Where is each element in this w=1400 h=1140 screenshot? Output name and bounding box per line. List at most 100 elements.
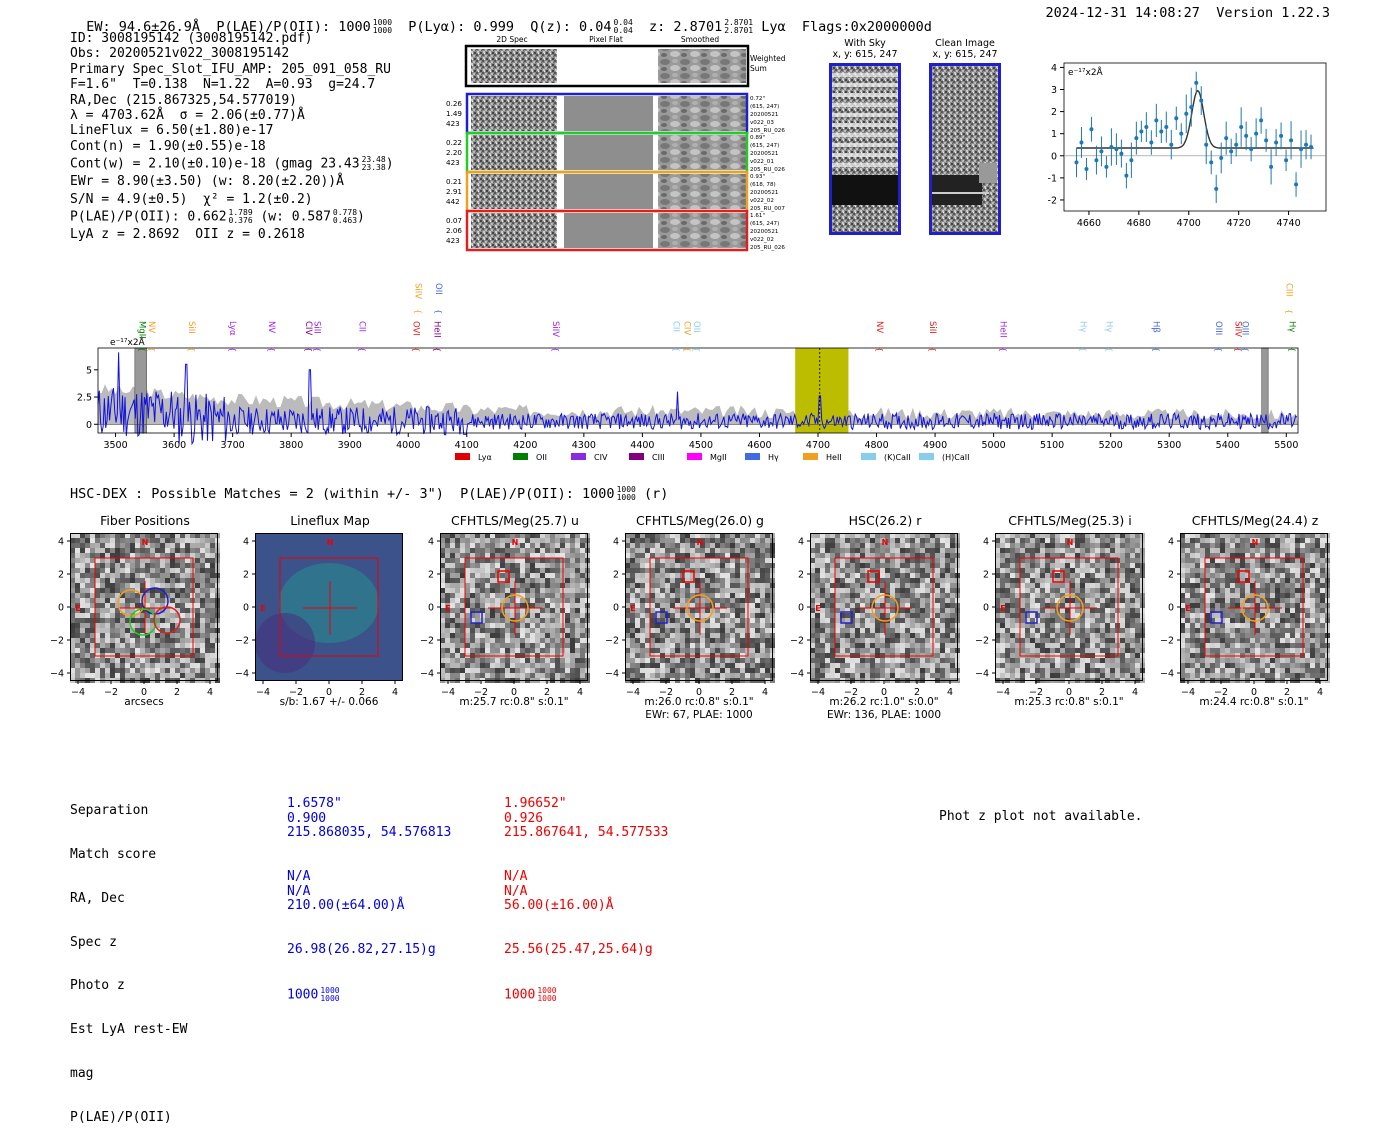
cutout-pixel (1015, 563, 1020, 568)
cutout-pixel (1110, 648, 1115, 653)
cutout-pixel (445, 593, 450, 598)
cutout-pixel (105, 583, 110, 588)
cutout-pixel (915, 538, 920, 543)
cutout-pixel (150, 598, 155, 603)
pixel-flat-image (564, 174, 653, 209)
cutout-pixel (950, 653, 955, 658)
cutout-pixel (760, 633, 765, 638)
cutout-pixel (885, 648, 890, 653)
cutout-pixel (1005, 603, 1010, 608)
cutout-pixel (1015, 568, 1020, 573)
cutout-pixel (180, 643, 185, 648)
cutout-pixel (815, 668, 820, 673)
cutout-pixel (645, 658, 650, 663)
cutout-pixel (110, 543, 115, 548)
cutout-pixel (1060, 648, 1065, 653)
cutout-pixel (505, 538, 510, 543)
cutout-pixel (490, 668, 495, 673)
cutout-pixel (200, 658, 205, 663)
cutout-pixel (115, 553, 120, 558)
cutout-pixel (665, 648, 670, 653)
cutout-pixel (570, 658, 575, 663)
cutout-pixel (1105, 658, 1110, 663)
cutout-pixel (170, 618, 175, 623)
cutout-pixel (1125, 628, 1130, 633)
cutout-pixel (200, 668, 205, 673)
cutout-pixel (175, 648, 180, 653)
cutout-pixel (520, 623, 525, 628)
legend-label: OII (536, 453, 547, 462)
cutout-pixel (530, 598, 535, 603)
cutout-pixel (830, 673, 835, 678)
cutout-pixel (510, 548, 515, 553)
cutout-pixel (115, 548, 120, 553)
cutout-pixel (635, 548, 640, 553)
cutout-pixel (665, 573, 670, 578)
cutout-pixel (495, 618, 500, 623)
cutout-pixel (95, 608, 100, 613)
cutout-pixel (575, 628, 580, 633)
cutout-pixel (900, 668, 905, 673)
cutout-pixel (1120, 543, 1125, 548)
cutout-pixel (500, 543, 505, 548)
cutout-pixel (730, 673, 735, 678)
cutout-pixel (915, 658, 920, 663)
cutout-pixel (1120, 573, 1125, 578)
cutout-pixel (495, 543, 500, 548)
cutout-pixel (470, 558, 475, 563)
cutout-pixel (125, 543, 130, 548)
cutout-pixel (90, 548, 95, 553)
cutout-pixel (485, 578, 490, 583)
cutout-pixel (655, 638, 660, 643)
cutout-pixel (210, 613, 215, 618)
cutout-pixel (465, 663, 470, 668)
cutout-pixel (675, 548, 680, 553)
spec-row-stat: 0.07 (446, 216, 462, 225)
cutout-pixel (950, 573, 955, 578)
cutout-pixel (1000, 618, 1005, 623)
cutout-pixel (660, 583, 665, 588)
cutout-pixel (1005, 573, 1010, 578)
cutout-pixel (750, 663, 755, 668)
line-label-bracket: { (434, 309, 443, 314)
cutout-pixel (690, 548, 695, 553)
cutout-pixel (690, 608, 695, 613)
cutout-pixel (530, 568, 535, 573)
cutout-pixel (175, 548, 180, 553)
cutout-pixel (1060, 548, 1065, 553)
cutout-pixel (750, 568, 755, 573)
cutout-pixel (510, 673, 515, 678)
cutout-pixel (145, 553, 150, 558)
cutout-pixel (915, 563, 920, 568)
cutout-pixel (870, 553, 875, 558)
cutout-pixel (1075, 568, 1080, 573)
cutout-pixel (505, 643, 510, 648)
cutout-pixel (570, 673, 575, 678)
spec-2d-image (471, 96, 557, 131)
cutout-pixel (150, 638, 155, 643)
cutout-pixel (705, 538, 710, 543)
cutout-pixel (125, 593, 130, 598)
cutout-pixel (1060, 633, 1065, 638)
cutout-pixel (160, 543, 165, 548)
cutout-pixel (575, 598, 580, 603)
cutout-pixel (1095, 568, 1100, 573)
cutout-pixel (735, 563, 740, 568)
cutout-pixel (725, 583, 730, 588)
cutout-pixel (920, 658, 925, 663)
cutout-pixel (720, 613, 725, 618)
cutout-pixel (1045, 573, 1050, 578)
cutout-pixel (500, 553, 505, 558)
line-label-bracket: { (1284, 309, 1293, 314)
cutout-pixel (1000, 568, 1005, 573)
cutout-pixel (740, 548, 745, 553)
cutout-pixel (1000, 628, 1005, 633)
cutout-pixel (1080, 633, 1085, 638)
cutout-pixel (575, 548, 580, 553)
cutout-pixel (860, 548, 865, 553)
cutout-pixel (1080, 648, 1085, 653)
cutout-pixel (510, 628, 515, 633)
cutout-pixel (850, 598, 855, 603)
cutout-pixel (1060, 603, 1065, 608)
cutout-pixel (815, 673, 820, 678)
